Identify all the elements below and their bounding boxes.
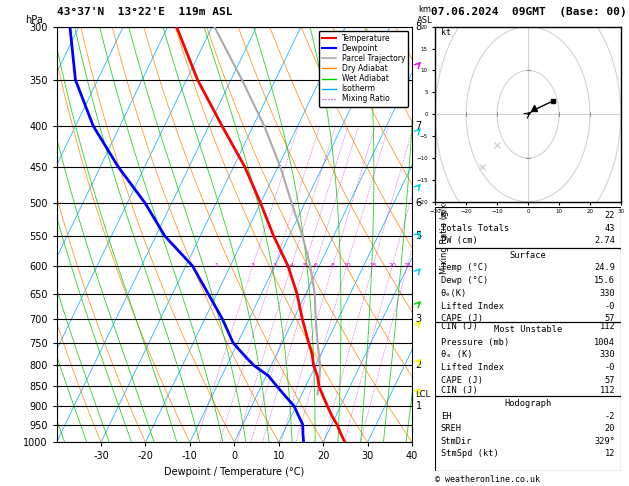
Text: -0: -0 <box>604 363 615 372</box>
Text: 20: 20 <box>388 263 396 268</box>
Text: StmSpd (kt): StmSpd (kt) <box>441 449 499 458</box>
Text: 57: 57 <box>604 314 615 323</box>
Bar <box>435 396 621 471</box>
Bar <box>435 247 621 322</box>
Text: 20: 20 <box>604 424 615 434</box>
Text: 112: 112 <box>599 386 615 395</box>
Text: 1: 1 <box>416 401 421 411</box>
Text: km
ASL: km ASL <box>417 5 433 25</box>
Text: 22: 22 <box>604 211 615 220</box>
Text: 7: 7 <box>416 121 422 131</box>
Text: -2: -2 <box>604 412 615 421</box>
Text: CAPE (J): CAPE (J) <box>441 314 483 323</box>
Text: 57: 57 <box>604 376 615 385</box>
Text: Surface: Surface <box>509 251 547 260</box>
Text: 43°37'N  13°22'E  119m ASL: 43°37'N 13°22'E 119m ASL <box>57 7 232 17</box>
Text: 43: 43 <box>604 224 615 233</box>
Text: 2.74: 2.74 <box>594 236 615 245</box>
Text: 8: 8 <box>416 22 421 32</box>
Text: StmDir: StmDir <box>441 437 472 446</box>
Text: 112: 112 <box>599 322 615 331</box>
Text: 25: 25 <box>403 263 411 268</box>
Text: 330: 330 <box>599 289 615 298</box>
Text: Hodograph: Hodograph <box>504 399 552 408</box>
Text: Temp (°C): Temp (°C) <box>441 263 488 273</box>
Text: kt: kt <box>442 29 452 37</box>
Text: Lifted Index: Lifted Index <box>441 302 504 311</box>
Text: SREH: SREH <box>441 424 462 434</box>
Text: Totals Totals: Totals Totals <box>441 224 509 233</box>
Text: CIN (J): CIN (J) <box>441 322 477 331</box>
Text: 15.6: 15.6 <box>594 276 615 285</box>
Text: LCL: LCL <box>416 390 431 399</box>
Text: θₑ (K): θₑ (K) <box>441 350 472 359</box>
Text: CAPE (J): CAPE (J) <box>441 376 483 385</box>
Text: 12: 12 <box>604 449 615 458</box>
Text: 5: 5 <box>303 263 306 268</box>
Text: 8: 8 <box>331 263 335 268</box>
Text: θₑ(K): θₑ(K) <box>441 289 467 298</box>
Text: 4: 4 <box>289 263 293 268</box>
Text: 2: 2 <box>416 360 422 370</box>
Text: 1: 1 <box>214 263 219 268</box>
Text: 3: 3 <box>273 263 277 268</box>
Text: 2: 2 <box>251 263 255 268</box>
Bar <box>435 322 621 396</box>
Text: Lifted Index: Lifted Index <box>441 363 504 372</box>
Text: © weatheronline.co.uk: © weatheronline.co.uk <box>435 474 540 484</box>
Text: hPa: hPa <box>25 15 43 25</box>
Text: 6: 6 <box>416 198 421 208</box>
Text: K: K <box>441 211 446 220</box>
Text: 330: 330 <box>599 350 615 359</box>
Text: Most Unstable: Most Unstable <box>494 325 562 334</box>
Text: -0: -0 <box>604 302 615 311</box>
Text: 329°: 329° <box>594 437 615 446</box>
Bar <box>435 207 621 247</box>
Text: 24.9: 24.9 <box>594 263 615 273</box>
Legend: Temperature, Dewpoint, Parcel Trajectory, Dry Adiabat, Wet Adiabat, Isotherm, Mi: Temperature, Dewpoint, Parcel Trajectory… <box>319 31 408 106</box>
Text: 10: 10 <box>343 263 350 268</box>
Text: 1004: 1004 <box>594 338 615 347</box>
Text: Pressure (mb): Pressure (mb) <box>441 338 509 347</box>
Text: 5: 5 <box>416 231 422 241</box>
Text: 6: 6 <box>313 263 317 268</box>
Text: Dewp (°C): Dewp (°C) <box>441 276 488 285</box>
Text: 15: 15 <box>369 263 377 268</box>
X-axis label: Dewpoint / Temperature (°C): Dewpoint / Temperature (°C) <box>164 467 304 477</box>
Text: CIN (J): CIN (J) <box>441 386 477 395</box>
Text: 07.06.2024  09GMT  (Base: 00): 07.06.2024 09GMT (Base: 00) <box>431 7 626 17</box>
Text: PW (cm): PW (cm) <box>441 236 477 245</box>
Text: 3: 3 <box>416 314 421 324</box>
Text: EH: EH <box>441 412 452 421</box>
Text: Mixing Ratio (g/kg): Mixing Ratio (g/kg) <box>440 195 450 274</box>
